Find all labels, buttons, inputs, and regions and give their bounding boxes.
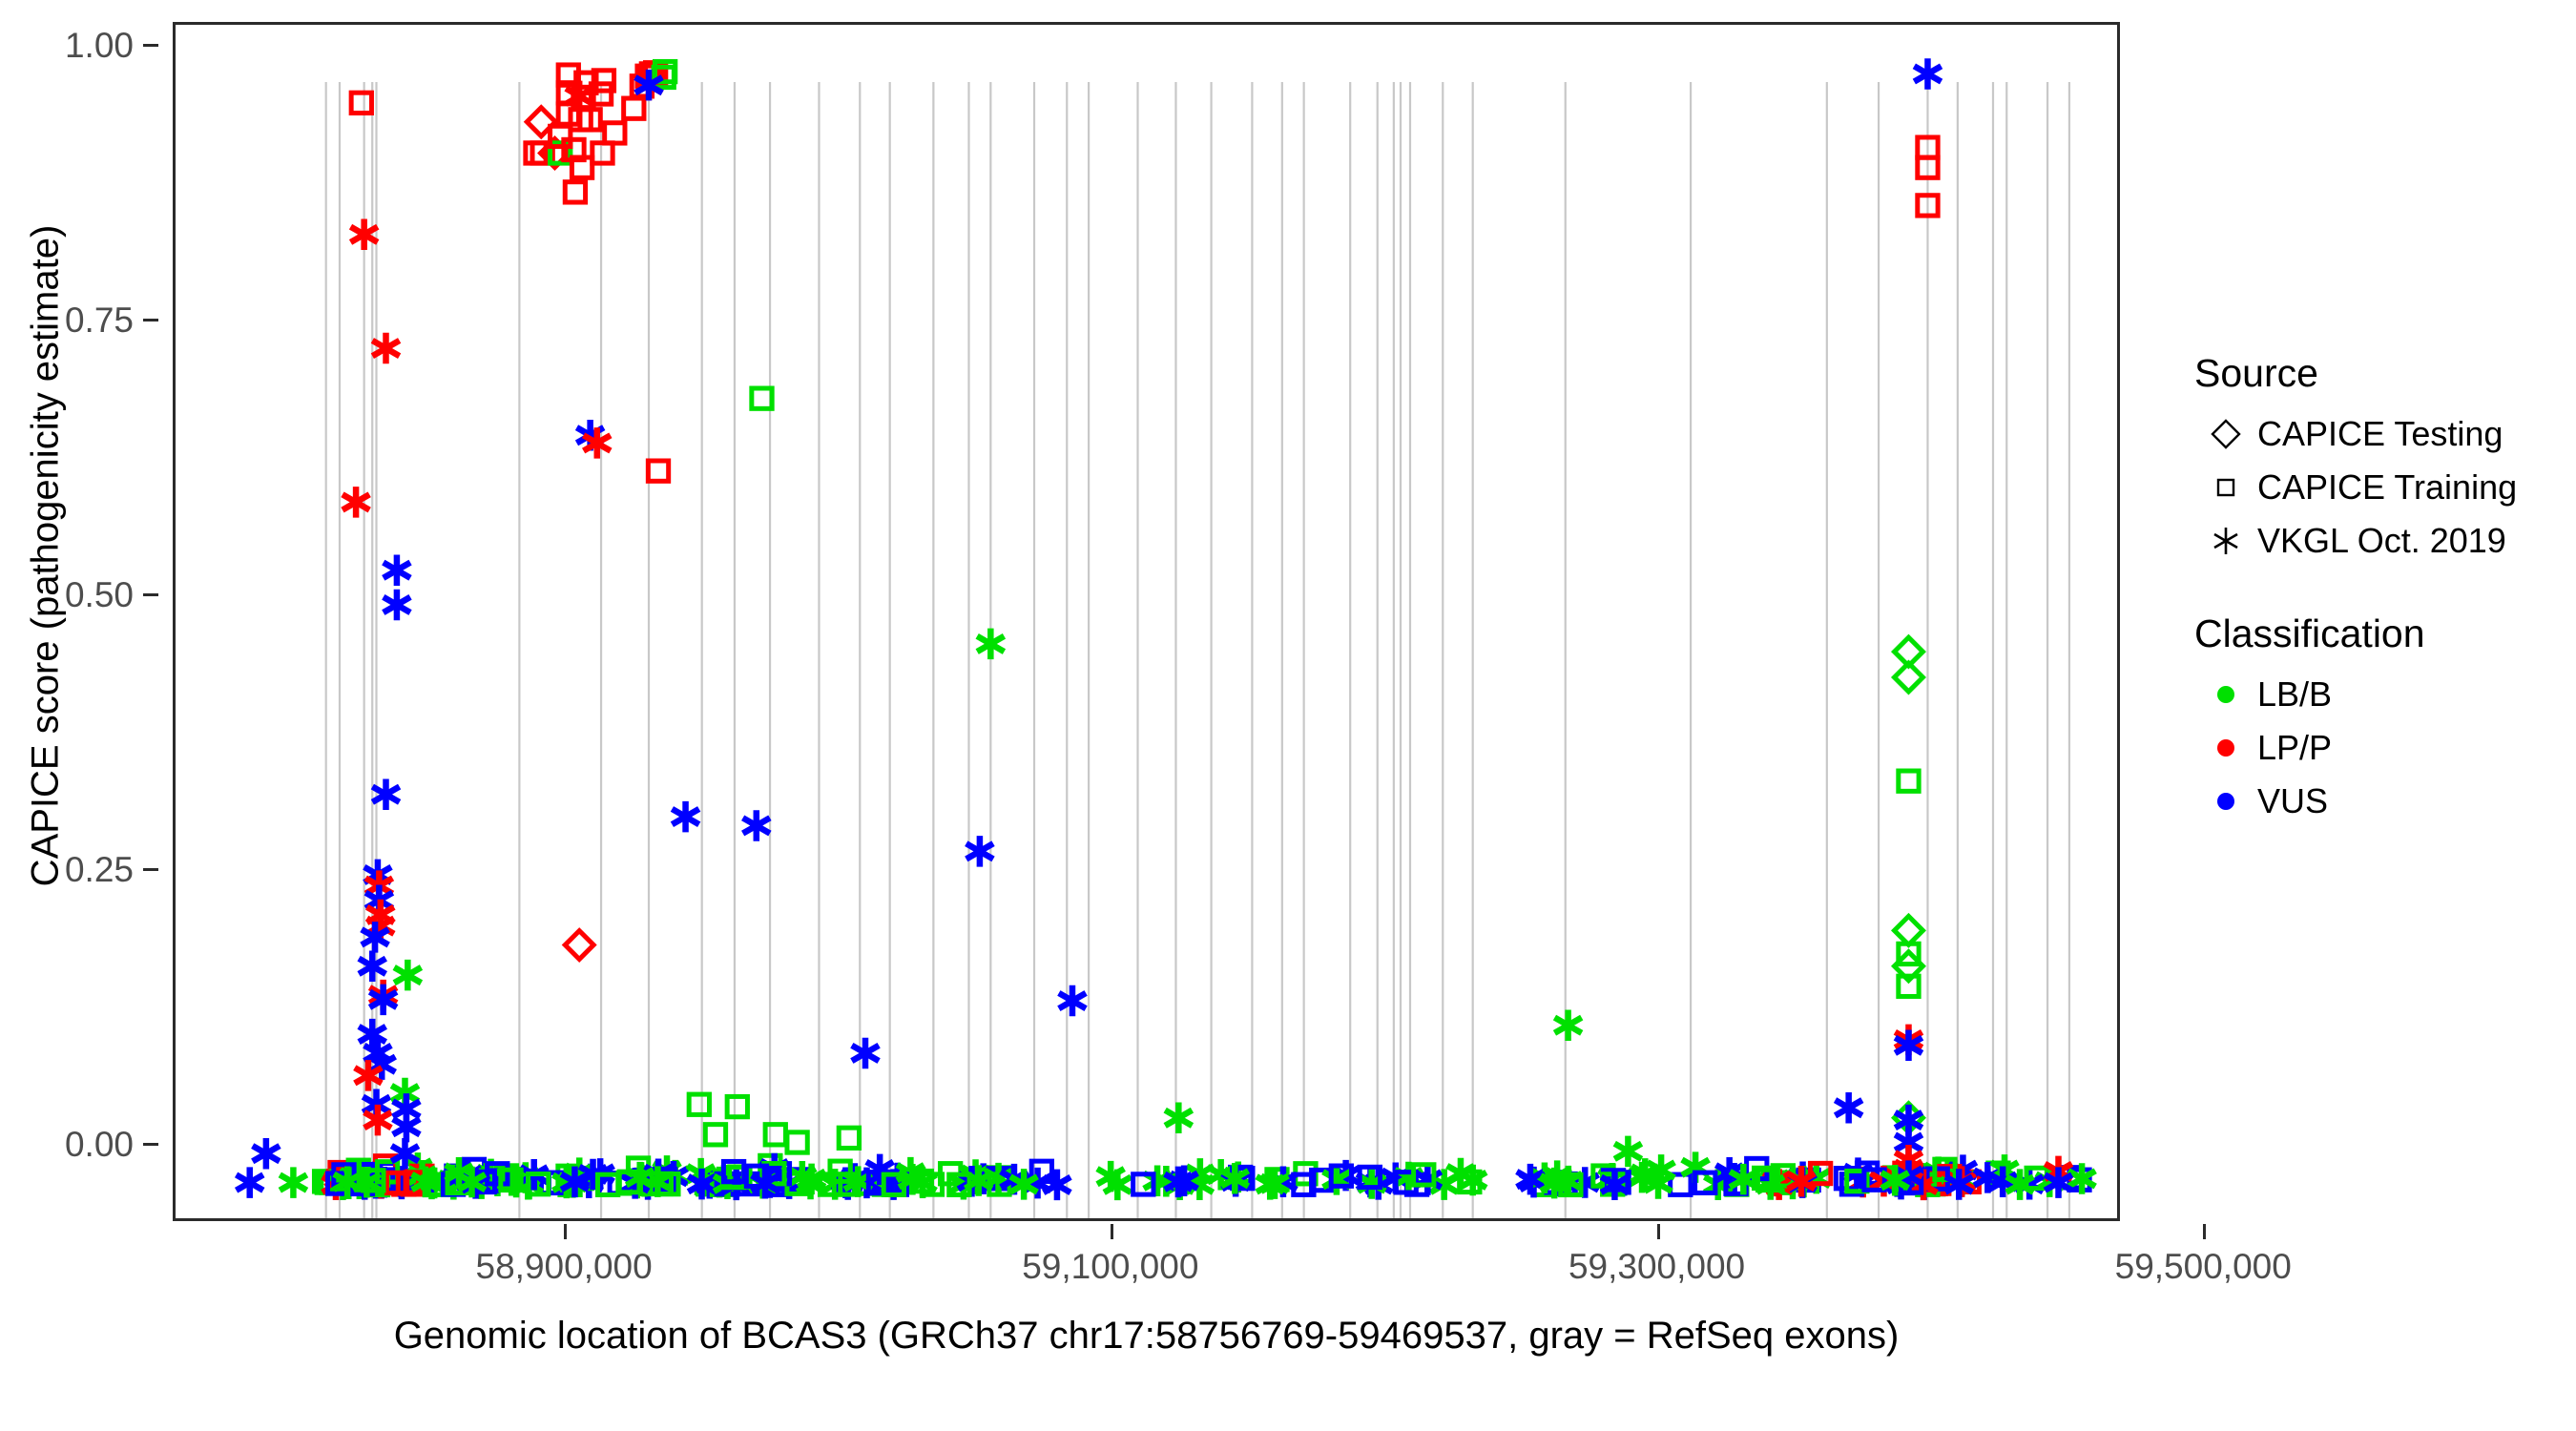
x-tick-mark (1656, 1224, 1660, 1239)
y-tick-label: 1.00 (64, 26, 134, 65)
legend-label: CAPICE Testing (2257, 414, 2503, 453)
x-tick-label: 58,900,000 (475, 1247, 653, 1286)
legend-label: VUS (2257, 781, 2329, 820)
x-axis-label: Genomic location of BCAS3 (GRCh37 chr17:… (393, 1315, 1900, 1357)
plot-panel (173, 22, 2120, 1221)
legend-item-vkgl[interactable]: VKGL Oct. 2019 (2194, 514, 2557, 568)
legend-spacer (2194, 568, 2557, 612)
legend-label: LB/B (2257, 674, 2333, 714)
asterisk-icon (2194, 524, 2257, 558)
y-tick-mark (143, 319, 158, 321)
y-axis-label: CAPICE score (pathogenicity estimate) (24, 224, 67, 887)
circle-icon-red (2194, 731, 2257, 765)
x-tick-mark (1110, 1224, 1113, 1239)
circle-icon-blue (2194, 784, 2257, 819)
legend-label: LP/P (2257, 728, 2333, 767)
legend-item-capice-testing[interactable]: CAPICE Testing (2194, 407, 2557, 461)
y-tick-label: 0.75 (64, 301, 134, 340)
series-asterisk (234, 58, 2074, 1198)
legend-label: CAPICE Training (2257, 467, 2518, 507)
x-tick-label: 59,100,000 (1022, 1247, 1199, 1286)
series-diamond (523, 104, 1926, 1136)
legend-item-lbb[interactable]: LB/B (2194, 668, 2557, 721)
legend-item-lpp[interactable]: LP/P (2194, 721, 2557, 775)
legend-label: VKGL Oct. 2019 (2257, 521, 2506, 560)
y-tick-label: 0.00 (64, 1125, 134, 1164)
legend-item-capice-training[interactable]: CAPICE Training (2194, 461, 2557, 514)
circle-icon-green (2194, 677, 2257, 712)
y-axis: 1.00 0.75 0.50 0.25 0.00 (0, 0, 134, 1431)
series-square (348, 58, 2049, 1192)
y-tick-label: 0.50 (64, 575, 134, 614)
baseline-points (311, 1151, 2097, 1201)
y-tick-mark (143, 1143, 158, 1146)
legend: Source CAPICE Testing CAPICE Training (2194, 351, 2557, 828)
y-tick-label: 0.25 (64, 850, 134, 889)
legend-source-title: Source (2194, 351, 2318, 395)
exon-lines (324, 82, 2071, 1218)
x-tick-label: 59,300,000 (1568, 1247, 1746, 1286)
legend-item-vus[interactable]: VUS (2194, 775, 2557, 828)
diamond-icon (2194, 417, 2257, 451)
x-tick-mark (2203, 1224, 2207, 1239)
legend-classification-title: Classification (2194, 612, 2425, 655)
y-tick-mark (143, 593, 158, 596)
y-tick-mark (143, 44, 158, 47)
x-tick-mark (564, 1224, 568, 1239)
x-tick-label: 59,500,000 (2114, 1247, 2292, 1286)
square-icon (2194, 470, 2257, 505)
y-tick-mark (143, 868, 158, 871)
plot-svg (234, 58, 2097, 1218)
